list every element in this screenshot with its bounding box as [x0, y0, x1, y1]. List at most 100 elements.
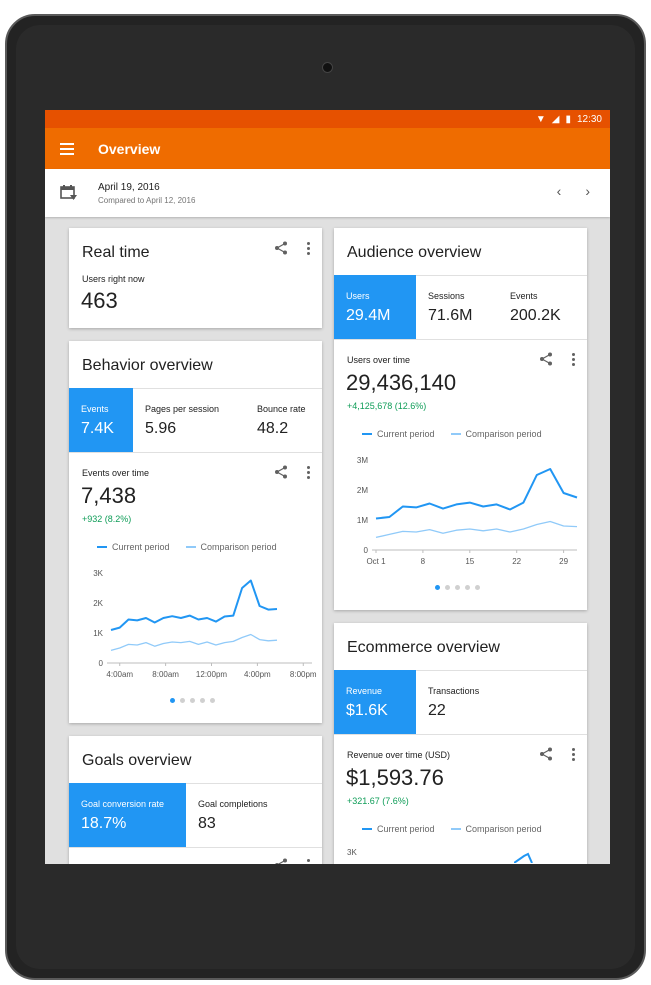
audience-overview-card: Audience overview Users 29.4M Sessions 7… [334, 228, 587, 610]
share-icon[interactable] [274, 465, 288, 479]
metric-value: 22 [428, 702, 446, 719]
metric-label: Transactions [428, 686, 480, 696]
share-icon[interactable] [539, 747, 553, 761]
comparison-period-line [375, 520, 578, 539]
divider [334, 275, 587, 276]
x-tick-label: 8 [421, 557, 426, 566]
current-period-line [110, 579, 278, 631]
x-tick-label: 4:00am [106, 670, 133, 679]
y-tick-label: 2M [357, 486, 368, 495]
more-options-icon[interactable] [306, 241, 310, 255]
ecommerce-overview-card: Ecommerce overview Revenue $1.6K Transac… [334, 623, 587, 864]
status-time: 12:30 [576, 113, 602, 125]
metric-goal-completions[interactable]: Goal completions 83 [186, 783, 322, 847]
chart-label: Events over time [82, 468, 150, 478]
legend-current: Current period [112, 542, 170, 552]
metric-label: Users [346, 291, 370, 301]
date-range-bar[interactable]: April 19, 2016 Compared to April 12, 201… [45, 169, 610, 217]
y-tick-label: 0 [99, 659, 104, 668]
x-tick-label: 22 [512, 557, 521, 566]
y-tick-label: 3K [347, 848, 357, 857]
chart-legend: Current period Comparison period [362, 429, 542, 439]
x-tick-label: 15 [465, 557, 474, 566]
more-options-icon[interactable] [306, 465, 310, 479]
x-tick-label: 12:00pm [196, 670, 227, 679]
metric-value: 48.2 [257, 420, 289, 437]
metric-value: 200.2K [510, 307, 561, 324]
metric-label: Events [81, 404, 109, 414]
goals-overview-card: Goals overview Goal conversion rate 18.7… [69, 736, 322, 864]
card-title: Audience overview [347, 244, 482, 261]
page-title: Overview [98, 140, 161, 157]
metric-events[interactable]: Events 7.4K [69, 388, 133, 452]
more-options-icon[interactable] [571, 747, 575, 761]
y-tick-label: 1M [357, 516, 368, 525]
more-options-icon[interactable] [306, 858, 310, 864]
card-title: Behavior overview [82, 357, 213, 374]
share-icon[interactable] [539, 352, 553, 366]
more-options-icon[interactable] [571, 352, 575, 366]
y-tick-label: 3M [357, 456, 368, 465]
revenue-delta: +321.67 (7.6%) [347, 796, 409, 806]
x-tick-label: 8:00am [152, 670, 179, 679]
card-title: Ecommerce overview [347, 639, 500, 656]
previous-date-button[interactable]: ‹ [556, 183, 562, 199]
comparison-range: Compared to April 12, 2016 [98, 195, 196, 205]
realtime-value: 463 [81, 288, 118, 313]
metric-label: Bounce rate [257, 404, 306, 414]
camera [322, 62, 333, 73]
wifi-icon: ▼ [535, 113, 546, 125]
chart-pager[interactable] [435, 585, 480, 590]
x-tick-label: Oct 1 [366, 557, 386, 566]
chart-pager[interactable] [170, 698, 215, 703]
revenue-chart-peek [514, 852, 533, 863]
legend-current: Current period [377, 824, 435, 834]
signal-icon: ◢ [551, 113, 560, 125]
divider [334, 339, 587, 340]
date-range: April 19, 2016 [98, 181, 160, 193]
metric-pages-per-session[interactable]: Pages per session 5.96 [133, 388, 245, 452]
metric-value: 83 [198, 815, 216, 832]
legend-current: Current period [377, 429, 435, 439]
share-icon[interactable] [274, 858, 288, 864]
divider [69, 847, 322, 848]
divider [69, 783, 322, 784]
metric-label: Pages per session [145, 404, 220, 414]
y-tick-label: 2K [93, 599, 103, 608]
metric-label: Goal completions [198, 799, 268, 809]
legend-comparison: Comparison period [465, 429, 542, 439]
metric-goal-conversion-rate[interactable]: Goal conversion rate 18.7% [69, 783, 186, 847]
metric-value: $1.6K [346, 702, 388, 719]
chart-legend: Current period Comparison period [97, 542, 277, 552]
share-icon[interactable] [274, 241, 288, 255]
users-delta: +4,125,678 (12.6%) [347, 401, 427, 411]
users-over-time-chart: 0 1M 2M 3M Oct 1 8 15 22 29 [357, 456, 578, 566]
x-tick-label: 8:00pm [290, 670, 317, 679]
real-time-card: Real time Users right now 463 [69, 228, 322, 328]
legend-comparison: Comparison period [200, 542, 277, 552]
current-period-line [375, 468, 578, 520]
metric-events[interactable]: Events 200.2K [498, 275, 587, 339]
metric-bounce-rate[interactable]: Bounce rate 48.2 [245, 388, 322, 452]
metric-value: 5.96 [145, 420, 177, 437]
divider [69, 452, 322, 453]
menu-icon[interactable] [60, 142, 74, 155]
metric-value: 18.7% [81, 815, 127, 832]
app-bar: Overview [45, 128, 610, 169]
metric-revenue[interactable]: Revenue $1.6K [334, 670, 416, 734]
comparison-period-line [110, 633, 278, 652]
revenue-total: $1,593.76 [346, 765, 444, 790]
metric-value: 7.4K [81, 420, 114, 437]
metric-sessions[interactable]: Sessions 71.6M [416, 275, 498, 339]
metric-transactions[interactable]: Transactions 22 [416, 670, 587, 734]
events-over-time-chart: 0 1K 2K 3K 4:00am 8:00am 12:00pm 4:00pm 8:00pm [93, 569, 317, 679]
metric-label: Events [510, 291, 538, 301]
chart-label: Users over time [347, 355, 411, 365]
metric-users[interactable]: Users 29.4M [334, 275, 416, 339]
divider [334, 670, 587, 671]
next-date-button[interactable]: › [585, 183, 590, 199]
metric-value: 71.6M [428, 307, 473, 324]
realtime-label: Users right now [82, 274, 145, 284]
divider [69, 388, 322, 389]
calendar-icon[interactable] [60, 184, 78, 202]
